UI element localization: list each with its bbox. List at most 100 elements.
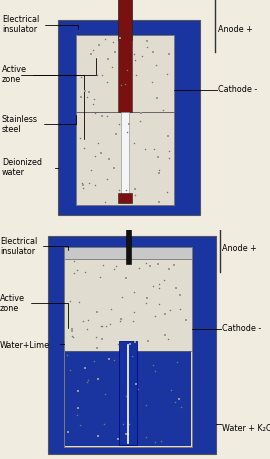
Point (86, 376, 90, 384)
Point (116, 186, 121, 194)
Point (172, 262, 177, 269)
Point (131, 308, 136, 315)
Point (157, 285, 161, 292)
Point (78, 134, 82, 142)
Point (161, 276, 166, 283)
Point (89, 166, 93, 174)
Point (146, 337, 150, 345)
Bar (118, 35, 132, 112)
Point (166, 335, 170, 342)
Point (100, 112, 104, 119)
Point (90, 100, 95, 107)
Point (117, 121, 122, 128)
Point (119, 316, 123, 323)
Point (167, 266, 171, 273)
Point (68, 366, 72, 373)
Point (100, 322, 104, 330)
Point (93, 181, 97, 188)
Point (68, 297, 73, 305)
Point (117, 317, 122, 324)
Bar (48, 235, 216, 454)
Point (137, 264, 141, 272)
Point (107, 156, 111, 163)
Point (93, 109, 97, 116)
Point (165, 71, 170, 78)
Point (70, 332, 74, 340)
Text: Anode +: Anode + (222, 244, 257, 253)
Point (116, 436, 120, 443)
Point (86, 316, 90, 324)
Point (107, 356, 112, 363)
Point (128, 340, 132, 347)
Point (112, 357, 116, 364)
Point (85, 378, 89, 386)
Point (153, 368, 157, 375)
Point (100, 71, 104, 78)
Point (157, 301, 161, 308)
Point (166, 132, 170, 139)
Point (153, 313, 157, 320)
Bar (118, 0, 132, 40)
Point (75, 411, 79, 418)
Point (114, 131, 118, 138)
Point (152, 438, 157, 446)
Point (173, 399, 177, 406)
Text: Deionized
water: Deionized water (2, 157, 42, 177)
Text: Water + K₂CO₃: Water + K₂CO₃ (222, 425, 270, 433)
Point (87, 179, 92, 186)
Point (112, 265, 116, 273)
Point (103, 35, 107, 43)
Point (96, 375, 100, 383)
Bar (64, 246, 192, 447)
Point (163, 311, 167, 318)
Point (167, 154, 171, 161)
Point (81, 318, 85, 325)
Text: Electrical
insulator: Electrical insulator (0, 236, 68, 256)
Point (79, 94, 83, 101)
Point (133, 338, 138, 345)
Bar (126, 213, 131, 263)
Point (90, 46, 95, 54)
Point (104, 175, 109, 183)
Bar (76, 35, 174, 205)
Bar (64, 246, 192, 258)
Point (96, 432, 100, 439)
Point (132, 289, 136, 296)
Point (145, 37, 149, 44)
Point (83, 88, 87, 95)
Point (88, 50, 93, 58)
Point (131, 318, 135, 325)
Point (83, 269, 87, 276)
Point (85, 325, 89, 333)
Point (104, 322, 109, 329)
Point (94, 309, 99, 316)
Point (112, 165, 116, 172)
Point (151, 362, 155, 369)
Point (168, 307, 172, 314)
Point (159, 438, 163, 445)
Point (123, 430, 128, 437)
Point (157, 281, 162, 288)
Point (155, 95, 159, 102)
Point (102, 420, 106, 428)
Point (140, 52, 144, 59)
Point (157, 167, 161, 174)
Point (120, 293, 124, 301)
Point (96, 140, 100, 147)
Text: Electrical
insulator: Electrical insulator (2, 15, 78, 34)
Point (157, 169, 162, 176)
Point (129, 352, 134, 359)
Text: Stainless
steel: Stainless steel (2, 115, 76, 134)
Point (103, 198, 108, 205)
Point (116, 341, 121, 348)
Point (94, 71, 99, 78)
Point (76, 404, 80, 411)
Point (105, 112, 109, 120)
Point (127, 420, 131, 428)
Point (92, 95, 96, 103)
Point (80, 179, 85, 187)
Text: Active
zone: Active zone (2, 65, 84, 139)
Point (81, 184, 86, 191)
Point (138, 117, 143, 124)
Point (178, 306, 182, 313)
